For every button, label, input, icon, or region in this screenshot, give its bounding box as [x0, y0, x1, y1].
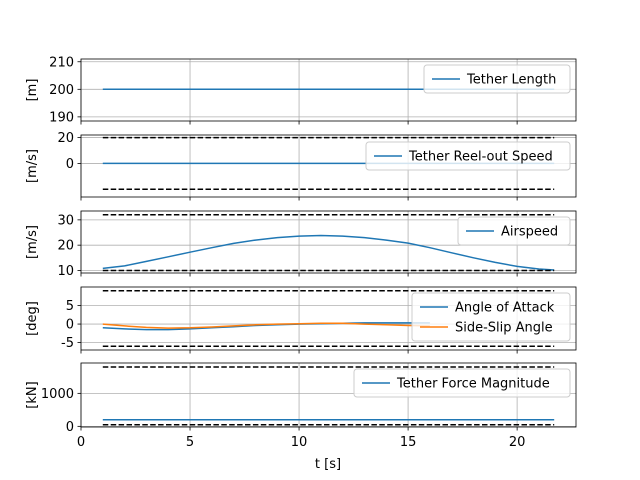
x-tick-label: 10 [291, 435, 308, 450]
y-tick-label: 0 [66, 420, 74, 435]
subplot-2: 0 20 [m/s] Tether Reel-out Speed [25, 131, 577, 201]
y-tick-label: 190 [49, 110, 74, 125]
legend-entry: Side-Slip Angle [455, 321, 553, 336]
y-tick-label: 1000 [41, 387, 74, 402]
y-tick-label: 0 [66, 318, 74, 333]
subplot-5: 0 1000 0 5 10 15 20 [kN] Tether Force Magnitude [25, 362, 577, 450]
legend: Tether Reel-out Speed [365, 141, 571, 171]
axes-frame [80, 362, 577, 428]
x-axis-label: t [s] [315, 457, 341, 472]
y-tick-label: 200 [49, 83, 74, 98]
y-axis-label: [m] [25, 79, 40, 102]
subplot-4: -5 0 5 [deg] Angle of Attack Side-Slip Angle [25, 286, 577, 354]
y-tick-label: 20 [57, 131, 74, 146]
axes-frame [80, 210, 577, 274]
y-axis-label: [m/s] [25, 225, 40, 259]
y-axis-label: [m/s] [25, 149, 40, 183]
subplot-3: 10 20 30 [m/s] Airspeed [25, 210, 577, 279]
y-tick-label: -5 [61, 336, 74, 351]
legend-frame [457, 216, 571, 246]
legend: Angle of Attack Side-Slip Angle [411, 292, 571, 342]
x-tick-label: 5 [186, 435, 194, 450]
axes-frame [80, 134, 577, 198]
y-tick-label: 10 [57, 264, 74, 279]
legend-frame [353, 368, 571, 398]
series-line-airspeed [102, 234, 555, 271]
legend-entry: Airspeed [501, 225, 558, 240]
axes-frame [80, 58, 577, 122]
x-tick-label: 20 [509, 435, 526, 450]
axes-frame [80, 286, 577, 351]
legend-entry: Tether Reel-out Speed [408, 150, 553, 165]
y-tick-label: 20 [57, 239, 74, 254]
legend: Tether Force Magnitude [353, 368, 571, 398]
subplot-1: 190 200 210 [m] Tether Length [25, 55, 577, 125]
legend: Tether Length [423, 64, 571, 94]
y-tick-label: 210 [49, 55, 74, 70]
y-axis-label: [kN] [25, 381, 40, 408]
legend-entry: Angle of Attack [455, 301, 555, 316]
y-tick-label: 0 [66, 157, 74, 172]
series-line-side-slip-angle [102, 322, 430, 329]
legend: Airspeed [457, 216, 571, 246]
legend-frame [365, 141, 571, 171]
y-axis-label: [deg] [25, 301, 40, 336]
x-tick-label: 15 [400, 435, 417, 450]
x-tick-label: 0 [77, 435, 85, 450]
y-tick-label: 5 [66, 299, 74, 314]
legend-entry: Tether Length [466, 73, 556, 88]
legend-entry: Tether Force Magnitude [396, 377, 550, 392]
y-tick-label: 30 [57, 213, 74, 228]
legend-frame [411, 292, 571, 342]
legend-frame [423, 64, 571, 94]
